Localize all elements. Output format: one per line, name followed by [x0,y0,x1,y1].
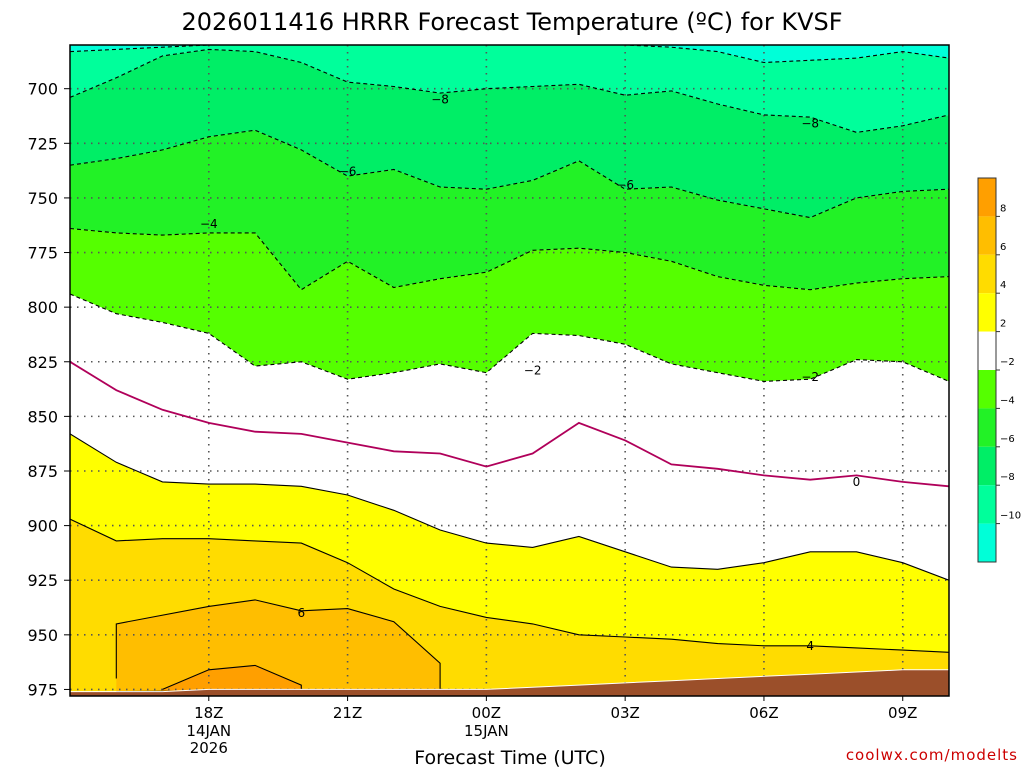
colorbar-swatch-2 [978,254,996,294]
contour-line-minus6 [70,129,949,219]
y-tick-label-850: 850 [27,407,58,426]
colorbar-swatch-8 [978,485,996,524]
contour-label-3: −6 [616,178,634,192]
y-tick-label-900: 900 [27,517,58,536]
y-tick-label-825: 825 [27,353,58,372]
colorbar-swatch-6 [978,408,996,447]
fill-above-8 [162,665,302,694]
x-tick-label-2: 00Z [472,704,501,722]
y-tick-label-775: 775 [27,244,58,263]
colorbar-label-5: −4 [1000,395,1015,406]
fill-band--2-to-0 [70,294,949,487]
contour-line-minus4 [70,227,949,291]
colorbar-swatch-1 [978,216,996,255]
fill-above-6 [116,599,441,692]
colorbar-label-0: 8 [1000,203,1006,214]
x-axis-label: Forecast Time (UTC) [414,747,605,768]
fill-band--6-to--4 [70,130,949,290]
contour-line-layer [70,45,949,695]
ground-layer [70,669,949,696]
contour-line-minus2 [70,293,949,382]
x-tick-label-1: 21Z [333,704,362,722]
plot-frame [69,44,950,697]
contour-label-1: −8 [801,117,819,131]
contour-label-8: 6 [297,606,305,620]
contour-label-layer: −8 −8 −6 −6 −4 −2 −2 0 6 4 [200,93,860,653]
colorbar-label-4: −2 [1000,357,1015,368]
contour-label-7: 0 [853,475,861,489]
x-tick-label-0: 18Z [194,704,223,722]
x-tick-sublabel-2-0: 15JAN [464,722,509,740]
colorbar-swatch-0 [978,178,996,217]
colorbar-label-1: 6 [1000,242,1006,253]
x-tick-label-3: 03Z [610,704,639,722]
x-tick-label-5: 09Z [888,704,917,722]
contour-line-4 [70,518,949,653]
y-tick-label-800: 800 [27,298,58,317]
contour-line-minus8 [70,48,949,133]
colorbar-swatch-3 [978,293,996,332]
x-tick-label-4: 06Z [749,704,778,722]
colorbar-label-2: 4 [1000,280,1006,291]
fill-band--4-to--2 [70,228,949,382]
x-tick-sublabel-0-0: 14JAN [186,722,231,740]
x-tick-sublabel-0-1: 2026 [190,739,228,757]
fill-band--8-to--6 [70,49,949,218]
contour-line-2 [70,433,949,581]
y-tick-label-750: 750 [27,189,58,208]
ground-terrain [70,669,949,696]
colorbar-label-7: −8 [1000,472,1015,483]
y-tick-label-875: 875 [27,462,58,481]
contour-label-9: 4 [806,639,814,653]
contour-label-6: −2 [801,370,819,384]
contour-line-6 [115,599,441,693]
y-tick-label-725: 725 [27,134,58,153]
colorbar-label-3: 2 [1000,319,1006,330]
y-tick-label-975: 975 [27,680,58,699]
credit-text: coolwx.com/modelts [846,746,1018,764]
y-tick-label-925: 925 [27,571,58,590]
y-axis: 700 725 750 775 800 825 850 875 900 925 950 975 [27,80,70,699]
contour-label-0: −8 [431,93,449,107]
colorbar-swatch-7 [978,446,996,486]
colorbar-swatch-5 [978,370,996,409]
colorbar-label-6: −6 [1000,434,1015,445]
chart-title: 2026011416 HRRR Forecast Temperature (ºC… [181,8,842,36]
colorbar: 8 6 4 2 −2 −4 −6 −8 −10 [977,177,1021,563]
fill-band-2-to-4 [70,433,949,653]
y-tick-label-700: 700 [27,80,58,99]
y-tick-label-950: 950 [27,626,58,645]
fill-band--10-to--8 [70,45,949,133]
colorbar-label-8: −10 [1000,511,1021,522]
contour-label-2: −6 [339,165,357,179]
contour-line-0 [70,361,949,488]
colorbar-swatch-9 [978,523,996,562]
contour-label-5: −2 [524,364,542,378]
contour-label-4: −4 [200,217,218,231]
fill-band-below--10 [70,45,949,63]
colorbar-swatch-4 [978,331,996,370]
